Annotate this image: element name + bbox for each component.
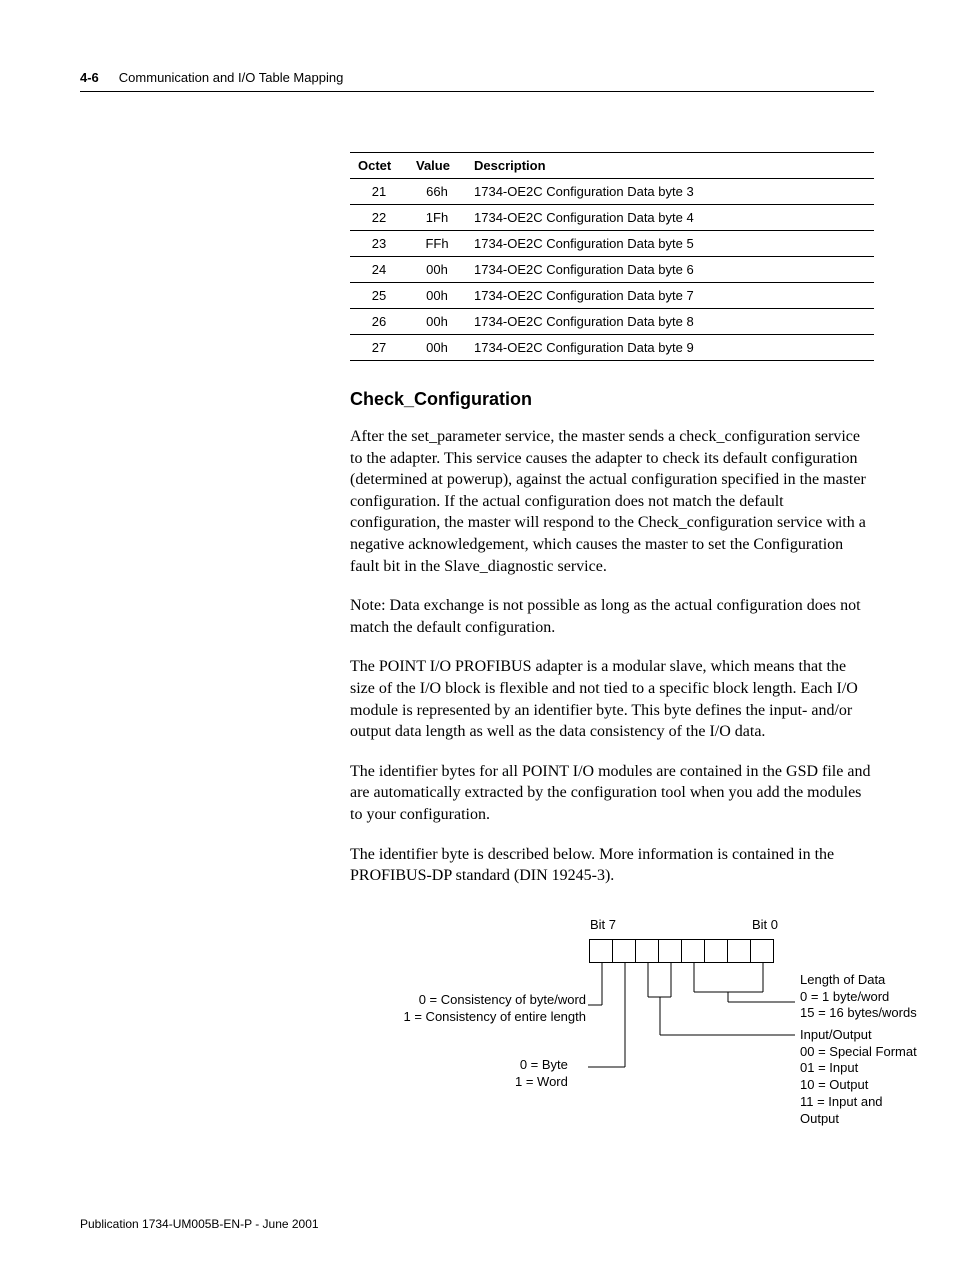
identifier-byte-diagram: Bit 7 Bit 0 0 = Consistency of byte/word… [400, 917, 920, 1157]
page-number: 4-6 [80, 70, 99, 85]
body-paragraph: After the set_parameter service, the mas… [350, 426, 874, 577]
table-cell: 1734-OE2C Configuration Data byte 4 [466, 205, 874, 231]
table-cell: 1734-OE2C Configuration Data byte 9 [466, 335, 874, 361]
table-cell: 26 [350, 309, 408, 335]
table-cell: 24 [350, 257, 408, 283]
content-area: Octet Value Description 2166h1734-OE2C C… [350, 152, 874, 887]
table-header-row: Octet Value Description [350, 153, 874, 179]
table-cell: 1Fh [408, 205, 466, 231]
body-paragraph: Note: Data exchange is not possible as l… [350, 595, 874, 638]
table-cell: 22 [350, 205, 408, 231]
byte-word-annotation: 0 = Byte 1 = Word [515, 1057, 568, 1091]
table-row: 2400h1734-OE2C Configuration Data byte 6 [350, 257, 874, 283]
table-cell: 27 [350, 335, 408, 361]
body-paragraph: The POINT I/O PROFIBUS adapter is a modu… [350, 656, 874, 742]
table-cell: 00h [408, 335, 466, 361]
body-paragraph: The identifier bytes for all POINT I/O m… [350, 761, 874, 826]
table-row: 221Fh1734-OE2C Configuration Data byte 4 [350, 205, 874, 231]
table-cell: 21 [350, 179, 408, 205]
table-row: 23FFh1734-OE2C Configuration Data byte 5 [350, 231, 874, 257]
table-cell: 1734-OE2C Configuration Data byte 5 [466, 231, 874, 257]
table-cell: 66h [408, 179, 466, 205]
body-paragraph: The identifier byte is described below. … [350, 844, 874, 887]
config-data-table: Octet Value Description 2166h1734-OE2C C… [350, 152, 874, 361]
table-cell: 1734-OE2C Configuration Data byte 6 [466, 257, 874, 283]
table-cell: 00h [408, 283, 466, 309]
page-header: 4-6 Communication and I/O Table Mapping [80, 70, 874, 92]
col-octet: Octet [350, 153, 408, 179]
table-row: 2600h1734-OE2C Configuration Data byte 8 [350, 309, 874, 335]
table-cell: 00h [408, 257, 466, 283]
section-heading: Check_Configuration [350, 389, 874, 410]
table-cell: 00h [408, 309, 466, 335]
publication-id: Publication 1734-UM005B-EN-P - June 2001 [80, 1217, 319, 1231]
col-description: Description [466, 153, 874, 179]
page-footer: Publication 1734-UM005B-EN-P - June 2001 [80, 1217, 874, 1231]
table-row: 2166h1734-OE2C Configuration Data byte 3 [350, 179, 874, 205]
table-cell: 23 [350, 231, 408, 257]
consistency-annotation: 0 = Consistency of byte/word 1 = Consist… [400, 992, 586, 1026]
table-row: 2700h1734-OE2C Configuration Data byte 9 [350, 335, 874, 361]
io-annotation: Input/Output 00 = Special Format 01 = In… [800, 1027, 920, 1128]
table-cell: 1734-OE2C Configuration Data byte 7 [466, 283, 874, 309]
chapter-title: Communication and I/O Table Mapping [119, 70, 344, 85]
table-row: 2500h1734-OE2C Configuration Data byte 7 [350, 283, 874, 309]
table-cell: 25 [350, 283, 408, 309]
length-annotation: Length of Data 0 = 1 byte/word 15 = 16 b… [800, 972, 917, 1023]
table-cell: 1734-OE2C Configuration Data byte 3 [466, 179, 874, 205]
table-cell: 1734-OE2C Configuration Data byte 8 [466, 309, 874, 335]
col-value: Value [408, 153, 466, 179]
table-cell: FFh [408, 231, 466, 257]
